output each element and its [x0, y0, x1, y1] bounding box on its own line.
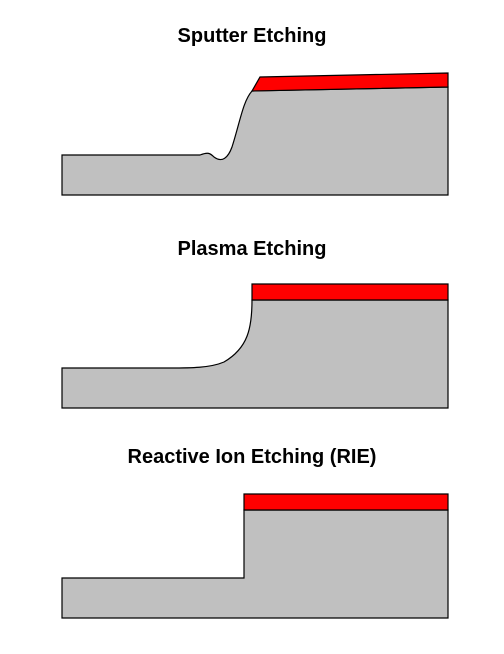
rie-title: Reactive Ion Etching (RIE)	[0, 446, 504, 469]
rie-substrate	[62, 510, 448, 618]
plasma-mask	[252, 284, 448, 300]
plasma-substrate	[62, 300, 448, 408]
rie-mask	[244, 494, 448, 510]
plasma-diagram	[0, 268, 504, 428]
sputter-diagram	[0, 55, 504, 215]
plasma-title: Plasma Etching	[0, 238, 504, 261]
sputter-substrate	[62, 87, 448, 195]
rie-diagram	[0, 478, 504, 638]
sputter-title: Sputter Etching	[0, 25, 504, 48]
